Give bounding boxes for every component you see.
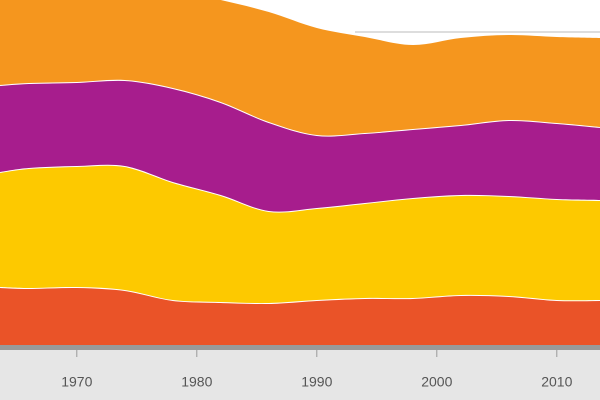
x-tick-label: 1980 — [181, 374, 212, 390]
x-tick-label: 2010 — [541, 374, 572, 390]
x-tick-label: 2000 — [421, 374, 452, 390]
x-axis-band — [0, 345, 600, 400]
x-tick-label: 1970 — [61, 374, 92, 390]
area — [0, 286, 600, 345]
area — [0, 79, 600, 212]
x-axis-line — [0, 345, 600, 350]
x-tick-label: 1990 — [301, 374, 332, 390]
area — [0, 164, 600, 304]
area — [0, 0, 600, 136]
